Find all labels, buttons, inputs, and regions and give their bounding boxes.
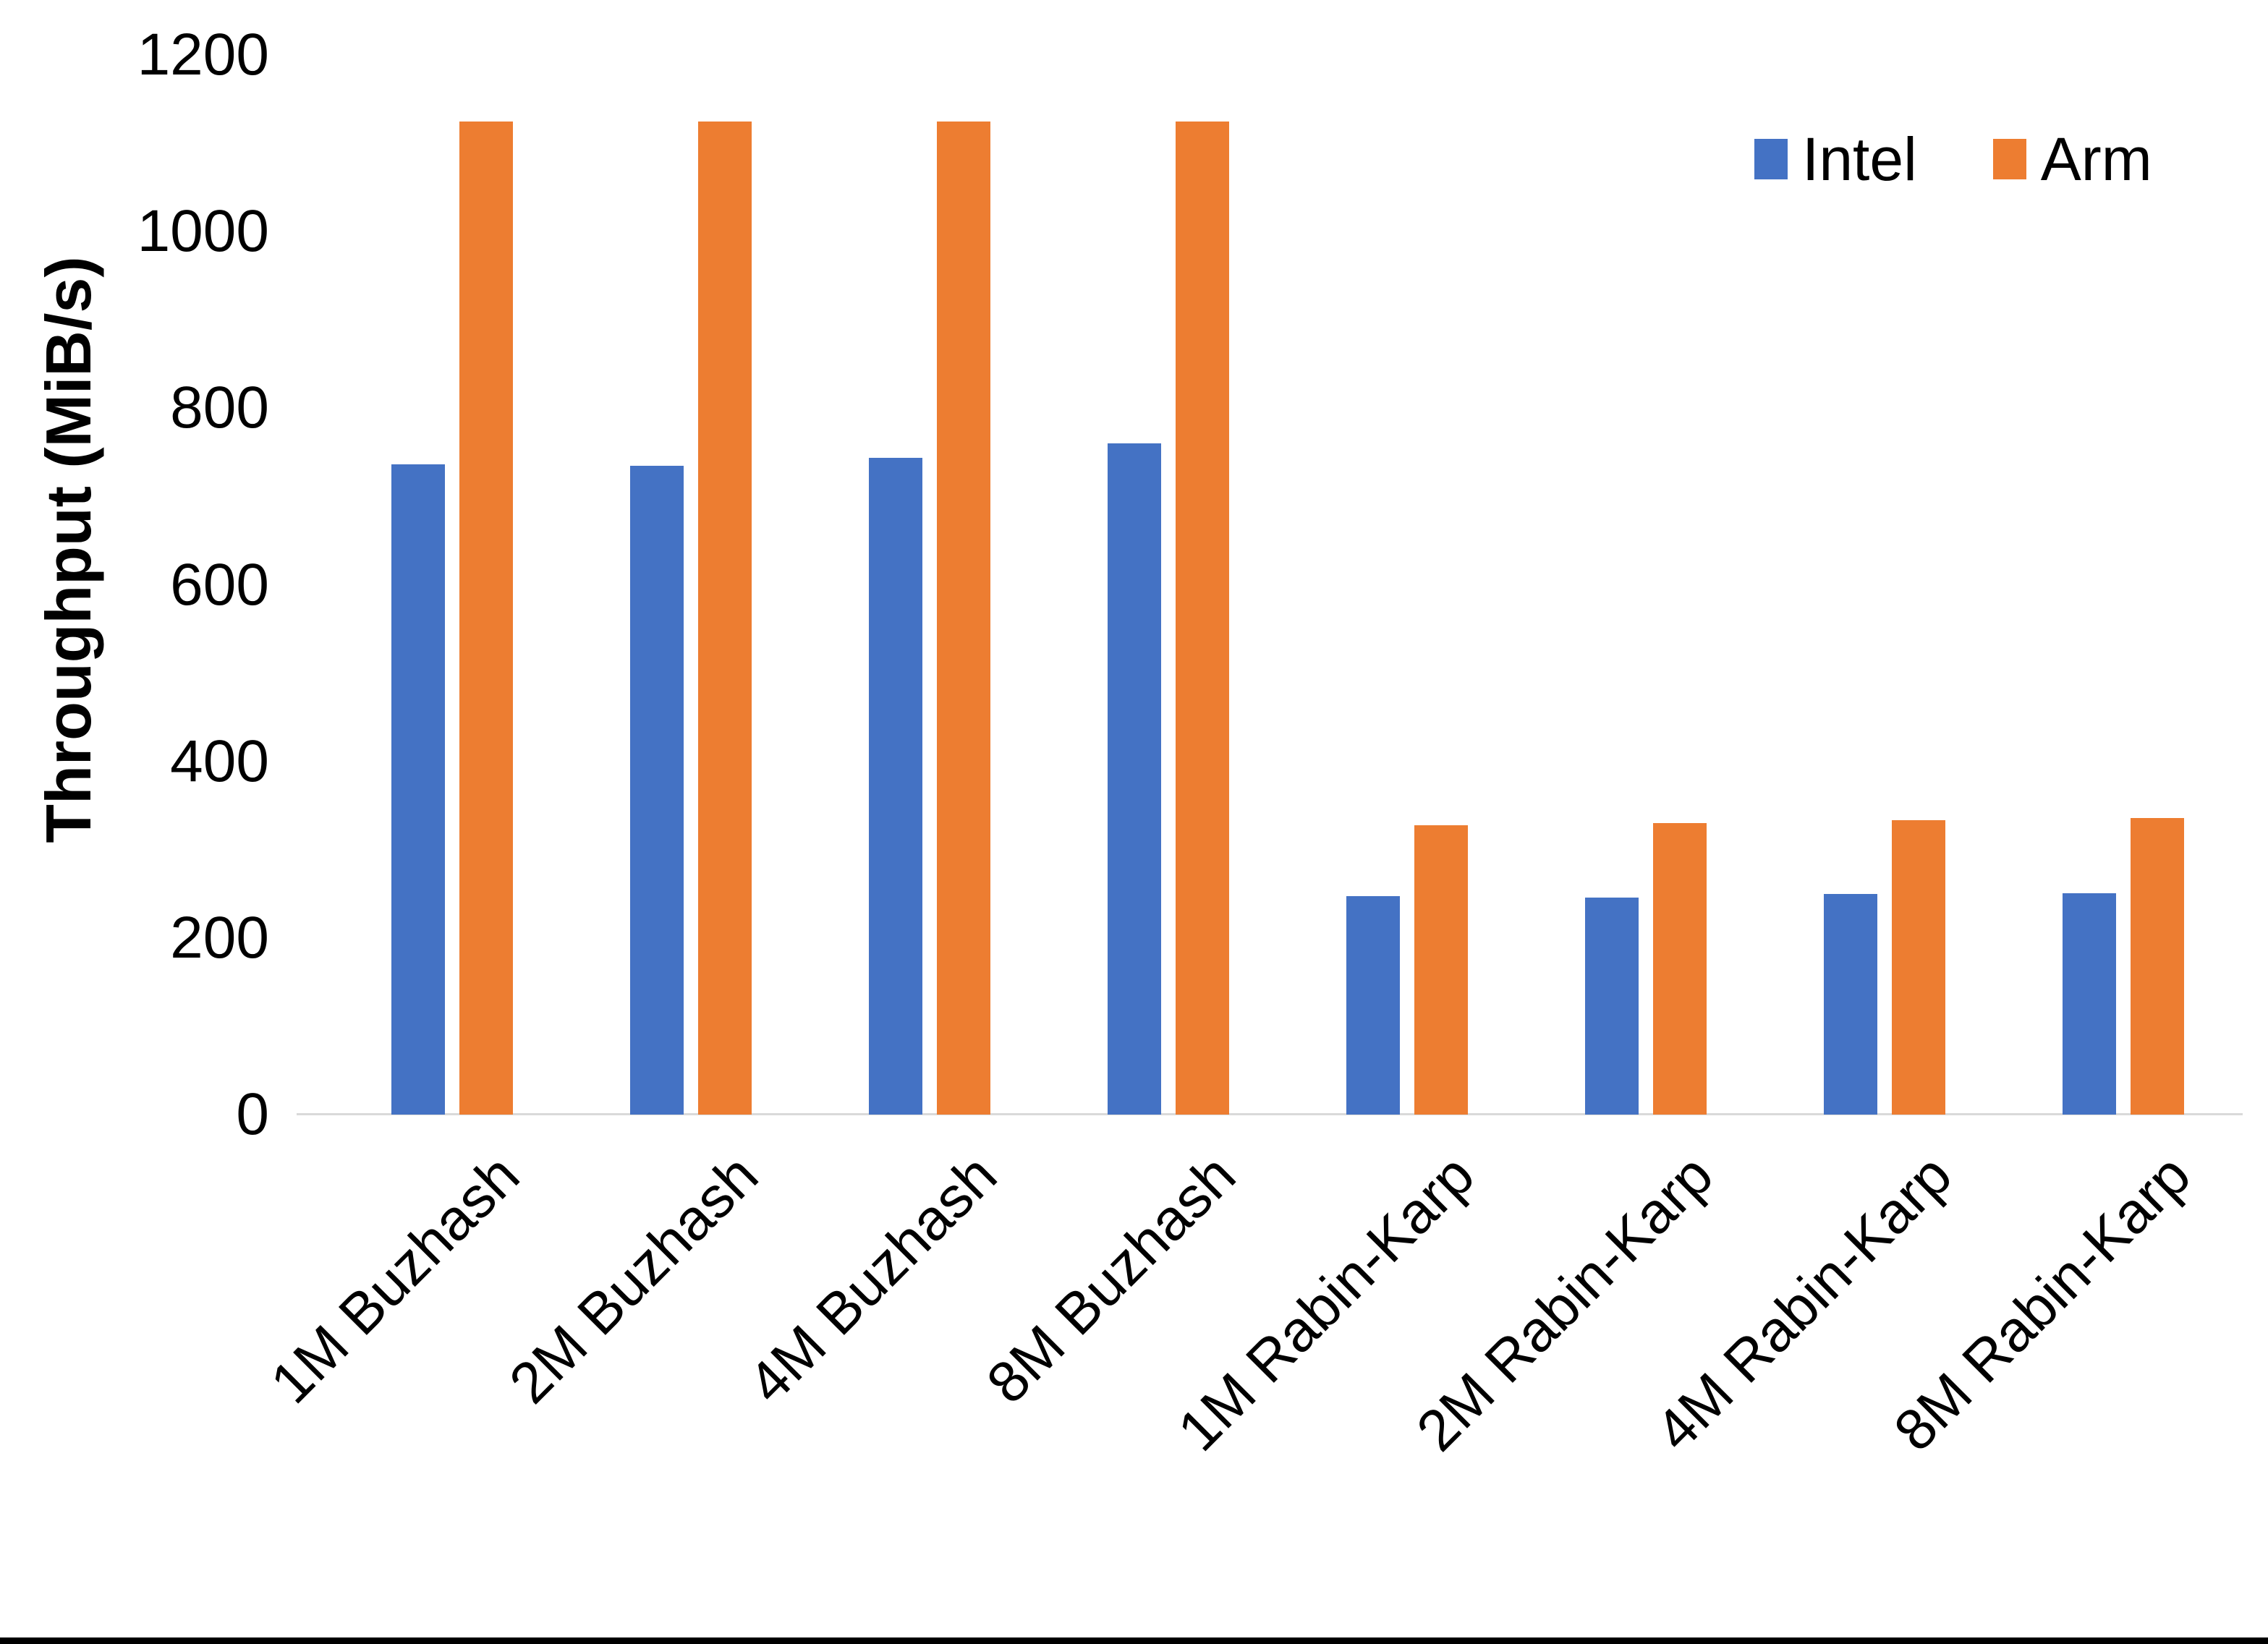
bar-group-2m-rabin-karp: [1526, 55, 1765, 1115]
y-tick-0: 0: [236, 1081, 269, 1147]
bar-group-1m-rabin-karp: [1288, 55, 1526, 1115]
x-axis-line: [297, 1113, 2243, 1115]
bar-intel-2m-rabin-karp: [1585, 897, 1639, 1115]
bar-intel-4m-buzhash: [869, 457, 922, 1115]
bar-group-2m-buzhash: [572, 55, 810, 1115]
y-tick-1000: 1000: [137, 198, 269, 265]
y-tick-1200: 1200: [137, 22, 269, 88]
bar-group-4m-buzhash: [810, 55, 1049, 1115]
bar-arm-1m-rabin-karp: [1414, 825, 1468, 1115]
y-tick-600: 600: [170, 551, 269, 618]
legend: Intel Arm: [1754, 129, 2152, 189]
legend-swatch-arm: [1992, 139, 2026, 179]
y-tick-800: 800: [170, 375, 269, 441]
legend-label-arm: Arm: [2040, 125, 2152, 193]
y-axis-title: Throughput (MiB/s): [33, 256, 104, 843]
x-label-8m-buzhash: 8M Buzhash: [974, 1142, 1248, 1415]
bar-intel-2m-buzhash: [630, 465, 684, 1115]
bar-arm-2m-buzhash: [698, 121, 752, 1115]
x-label-2m-rabin-karp: 2M Rabin-Karp: [1404, 1142, 1725, 1463]
bar-arm-2m-rabin-karp: [1653, 823, 1707, 1115]
plot-area: [333, 55, 2243, 1115]
legend-item-intel: Intel: [1754, 129, 1917, 189]
bar-arm-8m-rabin-karp: [2131, 817, 2184, 1115]
bar-arm-4m-rabin-karp: [1892, 820, 1945, 1115]
bar-group-8m-rabin-karp: [2004, 55, 2243, 1115]
x-label-1m-buzhash: 1M Buzhash: [258, 1142, 532, 1415]
bar-intel-1m-rabin-karp: [1346, 896, 1400, 1115]
bar-group-8m-buzhash: [1049, 55, 1288, 1115]
y-tick-200: 200: [170, 904, 269, 971]
bar-group-4m-rabin-karp: [1765, 55, 2004, 1115]
bar-arm-1m-buzhash: [459, 121, 513, 1115]
bar-group-1m-buzhash: [333, 55, 572, 1115]
bar-intel-4m-rabin-karp: [1824, 893, 1877, 1115]
legend-swatch-intel: [1754, 139, 1788, 179]
bottom-border: [0, 1637, 2268, 1644]
x-label-2m-buzhash: 2M Buzhash: [497, 1142, 770, 1415]
legend-item-arm: Arm: [1992, 125, 2152, 193]
x-label-4m-buzhash: 4M Buzhash: [736, 1142, 1009, 1415]
y-tick-400: 400: [170, 728, 269, 794]
x-label-1m-rabin-karp: 1M Rabin-Karp: [1165, 1142, 1487, 1463]
bar-intel-1m-buzhash: [391, 464, 445, 1115]
bar-arm-4m-buzhash: [937, 121, 990, 1115]
bar-arm-8m-buzhash: [1176, 121, 1229, 1115]
bar-intel-8m-buzhash: [1108, 443, 1161, 1115]
bar-intel-8m-rabin-karp: [2063, 893, 2116, 1115]
x-label-8m-rabin-karp: 8M Rabin-Karp: [1882, 1142, 2203, 1463]
legend-label-intel: Intel: [1802, 125, 1917, 193]
x-label-4m-rabin-karp: 4M Rabin-Karp: [1643, 1142, 1964, 1463]
